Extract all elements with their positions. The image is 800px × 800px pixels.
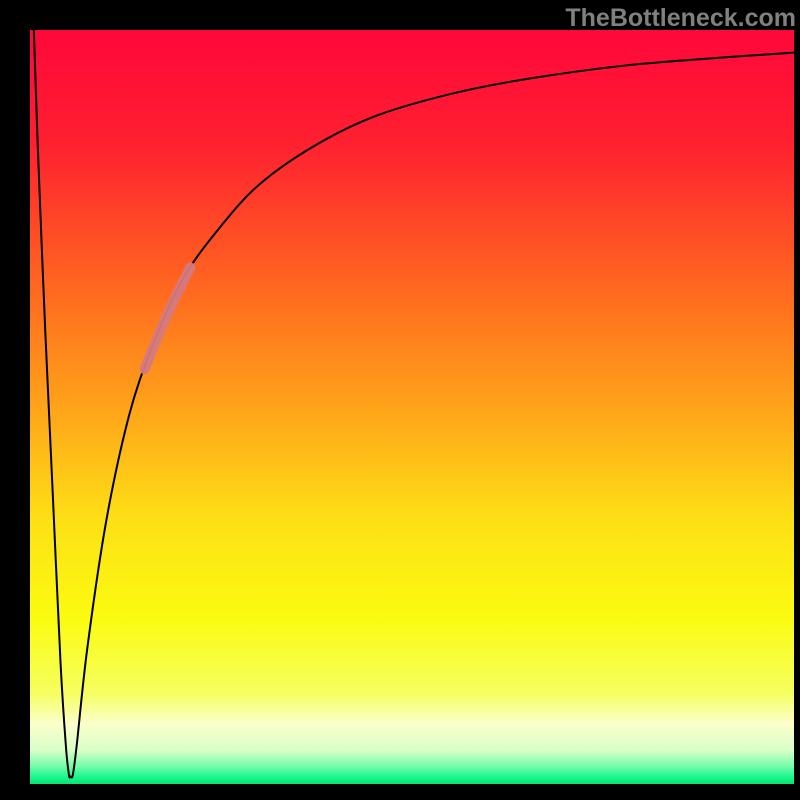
gradient-background (30, 30, 794, 784)
chart-svg (30, 30, 794, 784)
plot-area (30, 30, 794, 784)
watermark-text: TheBottleneck.com (565, 4, 796, 33)
